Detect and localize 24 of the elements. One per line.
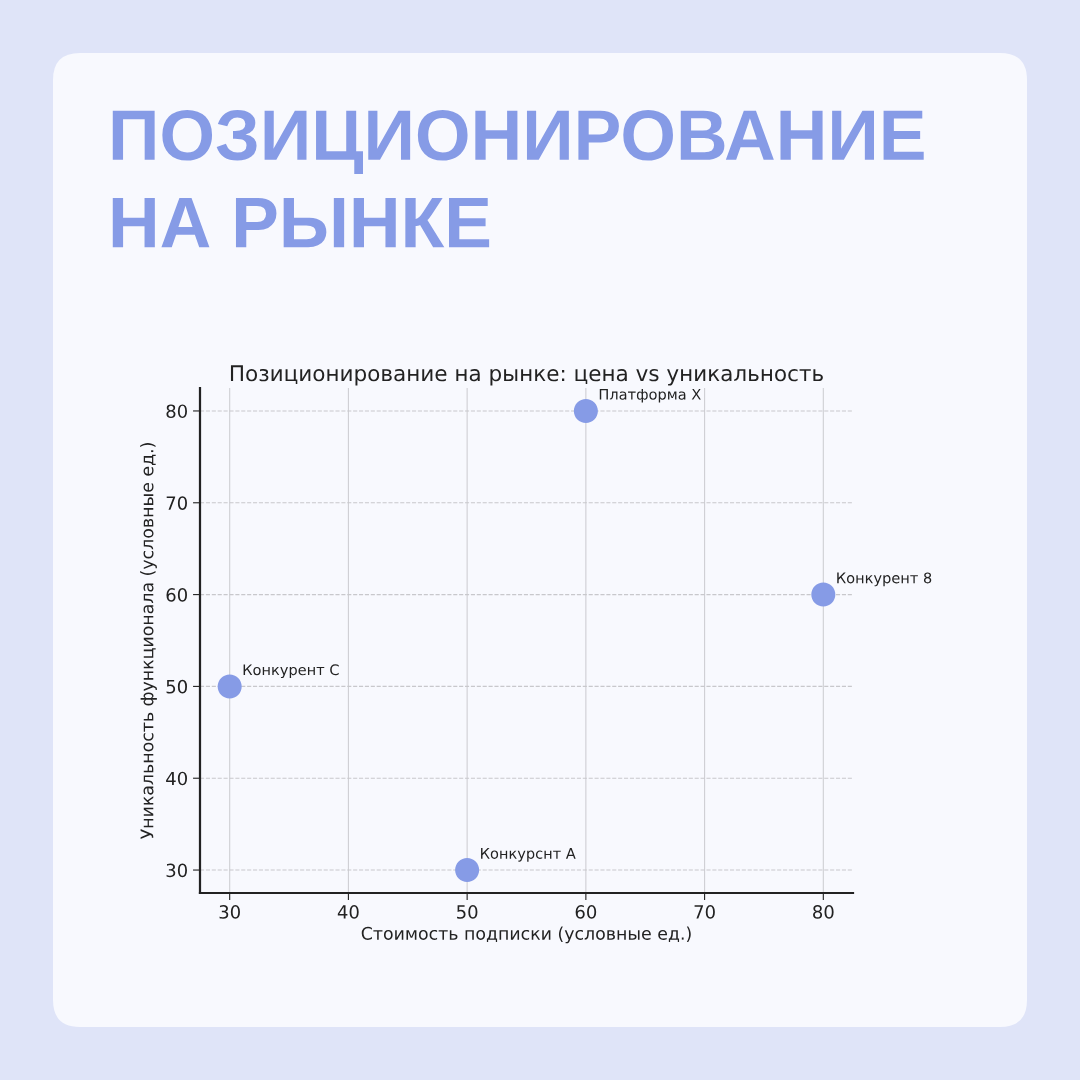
y-tick-label: 50 <box>166 679 187 694</box>
y-axis-title: Уникальность функционала (условные ед.) <box>140 443 157 840</box>
point <box>573 398 598 423</box>
x-axis-title: Стоимость подписки (условные ед.) <box>361 926 691 944</box>
point <box>811 582 836 607</box>
annotation: Конкурснт А <box>481 848 576 862</box>
point <box>455 858 480 883</box>
x-tick-label: 50 <box>457 905 478 919</box>
y-tick-label: 60 <box>166 588 187 602</box>
chart-subtitle: Позиционирование на рынке: цена vs уникальность <box>230 365 823 386</box>
y-tick-label: 30 <box>166 863 187 878</box>
annotation: Конкурент 8 <box>837 572 932 587</box>
x-tick-label: 60 <box>575 905 597 919</box>
x-tick-label: 30 <box>219 905 240 919</box>
x-tick-label: 80 <box>813 905 834 919</box>
point <box>217 674 242 699</box>
annotation: Платформа X <box>599 388 701 403</box>
y-tick-label: 40 <box>166 771 187 786</box>
chart-title: ПОЗИЦИОНИРОВАНИЕ НА РЫНКЕ <box>112 109 924 248</box>
annotation: Конкурент C <box>243 664 339 679</box>
y-tick-label: 80 <box>166 404 187 419</box>
x-tick-label: 40 <box>337 905 359 919</box>
y-tick-label: 70 <box>166 496 187 510</box>
x-tick-label: 70 <box>694 905 715 919</box>
